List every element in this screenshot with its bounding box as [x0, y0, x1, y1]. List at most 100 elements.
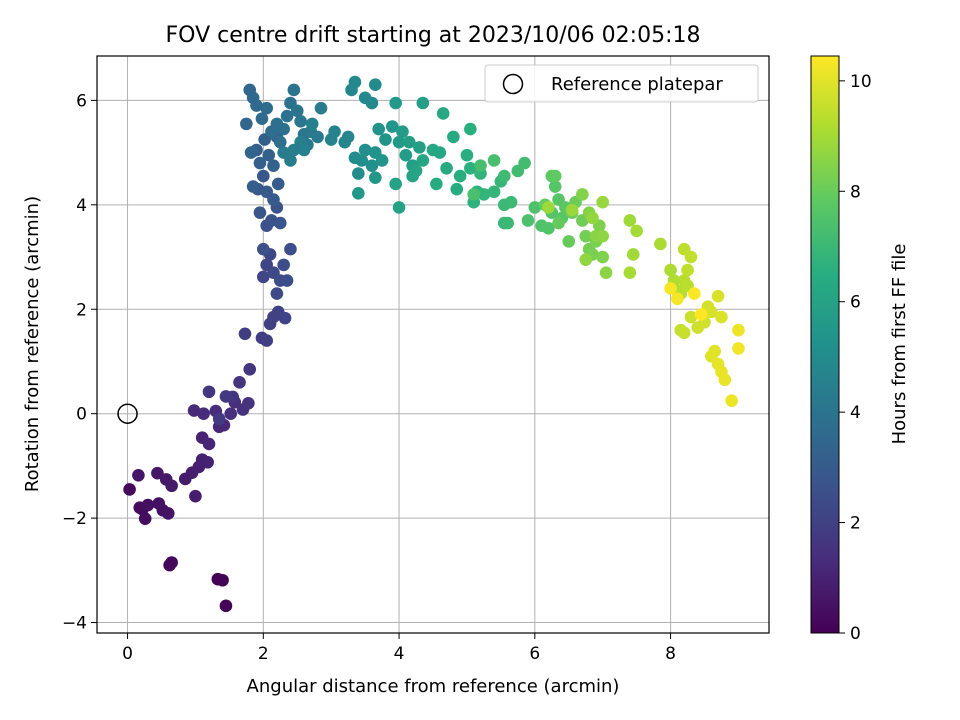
y-tick-label: −2 [62, 509, 87, 529]
data-point [694, 308, 708, 321]
data-point [392, 201, 406, 214]
data-point [436, 107, 450, 120]
data-point [341, 130, 355, 144]
y-axis-label: Rotation from reference (arcmin) [22, 196, 43, 492]
data-point [562, 235, 576, 248]
colorbar-tick-label: 2 [850, 514, 861, 534]
data-point [654, 237, 667, 251]
data-point [212, 412, 226, 426]
data-point [379, 133, 392, 146]
data-point [372, 122, 385, 136]
y-tick-label: 4 [76, 196, 87, 216]
data-point [732, 323, 745, 337]
data-point [216, 573, 229, 587]
data-point [250, 99, 263, 112]
data-point [501, 216, 514, 230]
data-point [385, 120, 399, 133]
data-point [497, 169, 511, 183]
data-point [161, 507, 175, 520]
data-point [314, 101, 328, 115]
data-point [579, 253, 593, 266]
data-point [684, 310, 698, 324]
data-point [273, 135, 287, 149]
data-point [430, 177, 443, 191]
data-point [365, 159, 379, 172]
legend: Reference platepar [484, 64, 759, 103]
data-point [623, 266, 637, 280]
data-point [294, 114, 307, 128]
data-point [369, 171, 382, 184]
y-tick-label: 0 [76, 405, 87, 425]
data-point [242, 396, 255, 410]
grid-lines [97, 56, 769, 633]
data-point [197, 407, 210, 420]
data-point [202, 385, 216, 399]
data-point [277, 122, 290, 136]
data-point [684, 250, 698, 264]
data-point [284, 242, 297, 256]
data-point [389, 177, 402, 191]
colorbar-tick-label: 6 [850, 293, 861, 313]
data-point [671, 292, 684, 306]
reference-platepar-marker [117, 403, 138, 424]
x-tick-label: 6 [529, 644, 540, 664]
data-point [189, 489, 202, 503]
data-point [270, 287, 284, 300]
data-points [123, 75, 745, 613]
data-point [244, 146, 258, 159]
data-point [262, 148, 276, 162]
data-point [273, 216, 287, 230]
colorbar-tick-label: 0 [850, 624, 861, 644]
data-point [355, 154, 369, 167]
data-point [389, 96, 402, 110]
data-point [596, 195, 609, 209]
data-point [297, 143, 311, 157]
data-point [141, 498, 155, 512]
data-point [375, 154, 389, 167]
data-point [271, 177, 285, 191]
data-point [528, 201, 542, 214]
data-point [257, 270, 270, 284]
data-point [238, 327, 252, 341]
data-point [305, 117, 319, 131]
y-tick-label: 2 [76, 300, 87, 320]
x-tick-label: 2 [258, 644, 269, 664]
data-point [278, 311, 292, 325]
data-point [576, 188, 589, 201]
data-point [257, 242, 270, 256]
colorbar-label: Hours from first FF file [889, 244, 910, 445]
data-point [433, 146, 447, 159]
legend-entry-reference-platepar: Reference platepar [551, 74, 723, 95]
data-point [240, 117, 253, 131]
data-point [165, 556, 178, 569]
y-axis-ticks: −4 −2 0 2 4 6 [62, 91, 97, 634]
data-point [596, 229, 609, 243]
data-point [287, 83, 301, 97]
x-tick-label: 0 [122, 644, 133, 664]
data-point [664, 263, 677, 277]
data-point [416, 154, 430, 167]
data-point [165, 479, 178, 493]
data-point [365, 96, 379, 110]
data-point [132, 469, 145, 482]
data-point [246, 180, 260, 193]
data-point [392, 135, 406, 149]
data-point [187, 404, 201, 417]
legend-box [484, 64, 759, 103]
data-point [358, 143, 372, 157]
data-point [396, 125, 409, 139]
data-point [255, 112, 269, 125]
data-point [711, 289, 725, 303]
data-point [715, 310, 728, 324]
data-point [260, 334, 273, 347]
data-point [447, 130, 460, 144]
data-point [677, 326, 691, 340]
data-point [579, 229, 593, 243]
data-point [487, 154, 501, 167]
y-tick-label: −4 [62, 614, 87, 634]
data-point [521, 214, 535, 227]
data-point [548, 169, 562, 183]
data-point [732, 342, 745, 355]
colorbar-tick-label: 8 [850, 182, 861, 202]
